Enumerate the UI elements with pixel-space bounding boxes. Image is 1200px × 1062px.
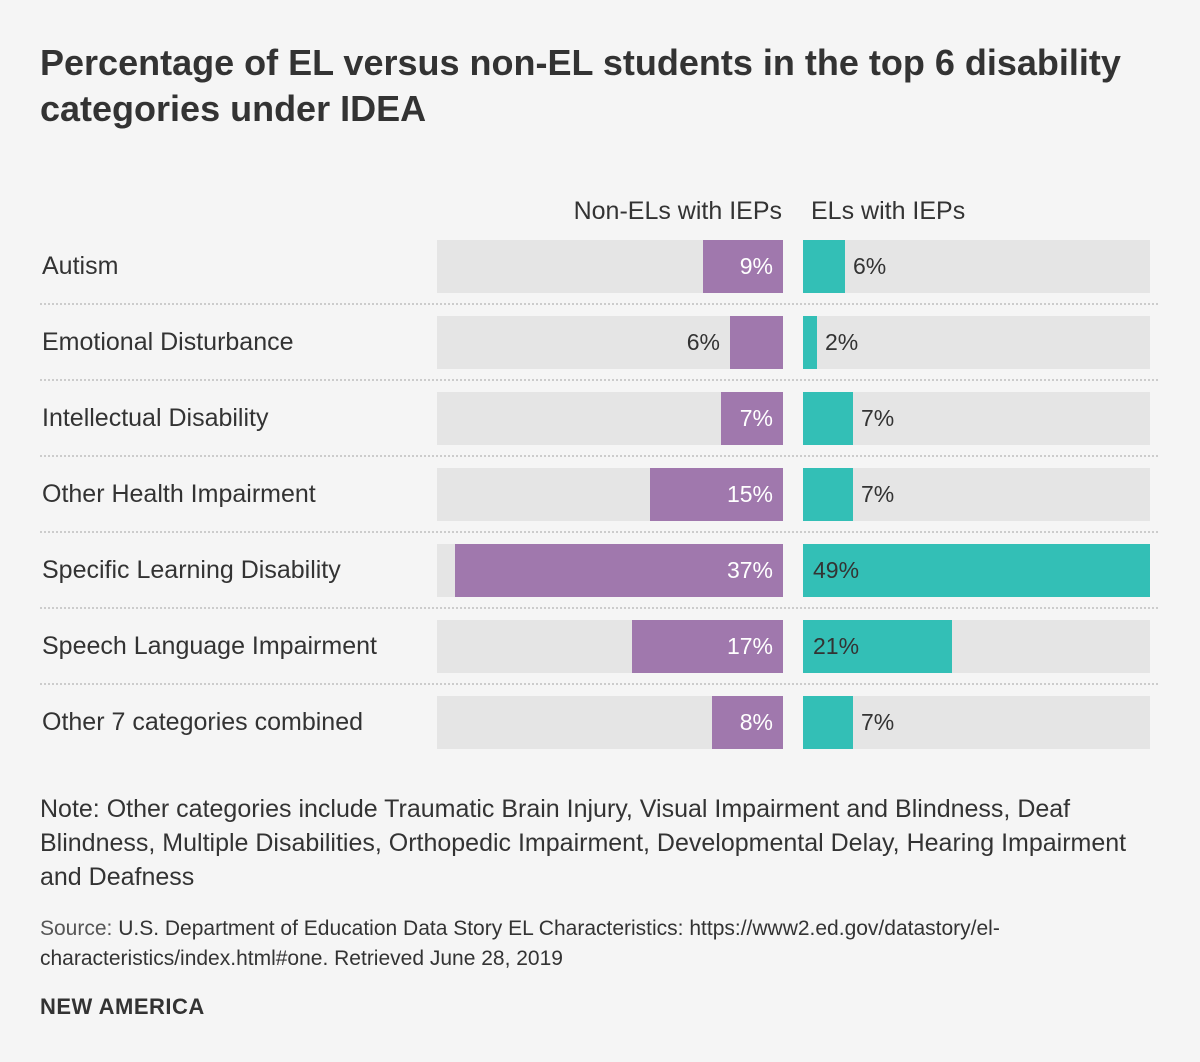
bar-el — [803, 392, 853, 445]
bar-track-el: 49% — [803, 544, 1150, 597]
bar-track-el: 2% — [803, 316, 1150, 369]
bar-non-el — [721, 392, 783, 445]
category-row: Emotional Disturbance 6% 2% — [40, 304, 1158, 381]
source-text: U.S. Department of Education Data Story … — [40, 917, 1000, 970]
row-divider — [40, 455, 1158, 457]
bar-non-el — [650, 468, 783, 521]
value-label-el: 7% — [861, 405, 895, 431]
category-label: Specific Learning Disability — [42, 556, 341, 584]
value-label-el: 21% — [813, 633, 860, 659]
bar-non-el — [703, 240, 783, 293]
bar-el — [803, 620, 952, 673]
brand-logo-text: NEW AMERICA — [40, 994, 205, 1019]
category-label: Autism — [42, 252, 119, 280]
category-label: Other 7 categories combined — [42, 708, 364, 736]
chart-note: Note: Other categories include Traumatic… — [40, 795, 1127, 891]
bar-track-non-el: 8% — [437, 696, 783, 749]
legend-non-el: Non-ELs with IEPs — [573, 197, 782, 225]
bar-track-non-el: 37% — [437, 544, 783, 597]
row-divider — [40, 303, 1158, 305]
category-label: Emotional Disturbance — [42, 328, 294, 356]
value-label-non-el: 37% — [726, 557, 773, 583]
bar-track-el: 6% — [803, 240, 1150, 293]
category-label: Other Health Impairment — [42, 480, 316, 508]
category-row: Specific Learning Disability 37% 49% — [40, 532, 1158, 609]
bar-track-el: 7% — [803, 392, 1150, 445]
bar-track-non-el: 7% — [437, 392, 783, 445]
chart-title: Percentage of EL versus non-EL students … — [40, 42, 1121, 129]
category-row: Autism 9% 6% — [40, 228, 1158, 305]
row-divider — [40, 379, 1158, 381]
legend-el: ELs with IEPs — [811, 197, 966, 225]
bar-el — [803, 316, 817, 369]
category-row: Other 7 categories combined 8% 7% — [40, 684, 1158, 760]
category-row: Other Health Impairment 15% 7% — [40, 456, 1158, 533]
bar-el — [803, 696, 853, 749]
row-divider — [40, 683, 1158, 685]
bar-track-non-el: 9% — [437, 240, 783, 293]
bar-el — [803, 544, 1150, 597]
bar-el — [803, 468, 853, 521]
bar-track-non-el: 15% — [437, 468, 783, 521]
bar-track-non-el: 6% — [437, 316, 783, 369]
value-label-el: 2% — [825, 329, 859, 355]
bar-track-el: 21% — [803, 620, 1150, 673]
bar-non-el — [712, 696, 783, 749]
value-label-non-el: 8% — [739, 709, 773, 735]
bar-track-non-el: 17% — [437, 620, 783, 673]
value-label-non-el: 15% — [726, 481, 773, 507]
chart-source: Source: U.S. Department of Education Dat… — [40, 914, 1170, 974]
category-label: Intellectual Disability — [42, 404, 269, 432]
bar-track-el: 7% — [803, 468, 1150, 521]
value-label-el: 6% — [853, 253, 887, 279]
value-label-el: 49% — [813, 557, 860, 583]
value-label-non-el: 17% — [726, 633, 773, 659]
bar-track-el: 7% — [803, 696, 1150, 749]
bar-non-el — [632, 620, 783, 673]
bar-el — [803, 240, 845, 293]
category-row: Intellectual Disability 7% 7% — [40, 380, 1158, 457]
value-label-el: 7% — [861, 709, 895, 735]
value-label-non-el: 6% — [686, 329, 720, 355]
category-label: Speech Language Impairment — [42, 632, 377, 660]
bar-non-el — [455, 544, 783, 597]
value-label-non-el: 7% — [739, 405, 773, 431]
category-row: Speech Language Impairment 17% 21% — [40, 608, 1158, 685]
bar-non-el — [730, 316, 783, 369]
row-divider — [40, 607, 1158, 609]
value-label-el: 7% — [861, 481, 895, 507]
value-label-non-el: 9% — [739, 253, 773, 279]
row-divider — [40, 531, 1158, 533]
source-label: Source: — [40, 917, 113, 940]
